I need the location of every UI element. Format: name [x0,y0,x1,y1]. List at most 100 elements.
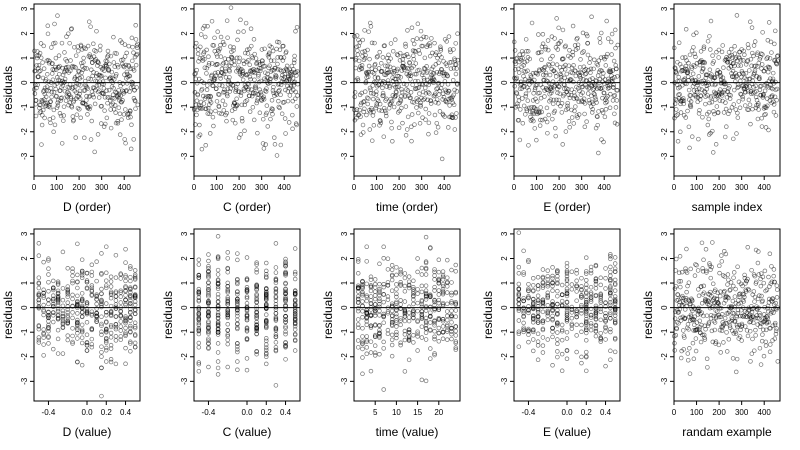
data-point [444,63,450,68]
data-point [423,106,428,112]
data-point [758,283,764,289]
data-point [360,341,365,347]
data-point [206,264,211,269]
data-point [123,107,128,112]
data-point [570,52,576,58]
data-point [101,86,107,91]
data-point [235,289,240,295]
data-point [202,56,207,62]
data-point [394,265,399,270]
data-point [569,323,575,328]
data-point [550,288,555,293]
data-point [55,288,61,294]
data-point [235,341,240,346]
data-point [555,349,560,354]
data-point [112,103,118,108]
data-point [133,23,138,28]
data-point [196,345,202,350]
x-axis-title: E (order) [543,200,590,214]
data-point [753,333,758,338]
data-point [368,350,374,355]
data-point [584,354,589,360]
data-point [51,107,57,113]
data-point [398,269,403,275]
data-point [432,77,437,83]
data-point [454,89,460,94]
data-point [235,344,240,349]
data-point [121,91,126,96]
data-point [688,104,694,110]
data-point [292,299,298,304]
y-axis-title: residuals [641,291,655,339]
data-point [94,301,99,307]
data-point [445,284,450,289]
data-point [381,320,386,325]
data-point [437,109,443,114]
data-point [58,98,63,103]
data-point [688,266,693,272]
data-point [132,302,138,308]
data-point [672,316,678,321]
data-point [373,105,379,111]
data-point [526,286,531,292]
data-point [540,275,546,281]
data-point [598,298,603,303]
data-point [445,257,450,263]
data-point [540,327,546,333]
data-point [522,60,528,65]
data-point [391,104,397,110]
data-point [244,289,250,295]
data-point [368,274,374,280]
data-point [118,294,123,299]
data-point [611,82,616,88]
data-point [684,246,689,252]
data-point [695,268,701,273]
y-tick-label: 2 [20,256,29,261]
data-point [588,306,594,312]
data-point [608,287,613,293]
data-point [596,58,602,63]
data-point [415,319,420,324]
data-point [394,329,399,335]
data-point [103,121,108,127]
data-point [225,256,230,261]
data-point [99,354,104,359]
data-point [231,45,236,50]
data-point [448,60,454,65]
data-point [545,292,550,298]
data-point [411,285,416,290]
data-point [128,278,133,284]
data-point [445,329,450,334]
data-point [411,301,416,307]
data-point [203,34,208,40]
data-point [440,274,446,280]
x-tick-label: 400 [758,408,772,417]
data-point [585,91,591,96]
data-point [364,314,369,319]
data-point [377,298,382,304]
data-point [612,93,618,98]
data-point [734,13,740,18]
data-point [678,101,683,107]
data-point [215,359,221,364]
x-tick-label: 0.4 [120,408,132,417]
data-point [420,43,426,49]
data-point [681,333,687,338]
data-point [85,112,90,117]
data-point [248,76,253,82]
data-point [99,393,104,399]
data-point [268,116,273,122]
data-point [292,323,298,329]
data-point [89,118,94,124]
data-point [705,38,711,44]
y-tick-label: -3 [660,152,669,160]
data-point [710,150,716,155]
data-point [706,116,711,122]
data-point [406,304,412,310]
data-point [590,107,595,112]
y-tick-label: 1 [500,55,509,60]
data-point [545,281,550,287]
data-point [541,67,547,73]
data-point [612,282,618,287]
data-point [37,110,43,115]
